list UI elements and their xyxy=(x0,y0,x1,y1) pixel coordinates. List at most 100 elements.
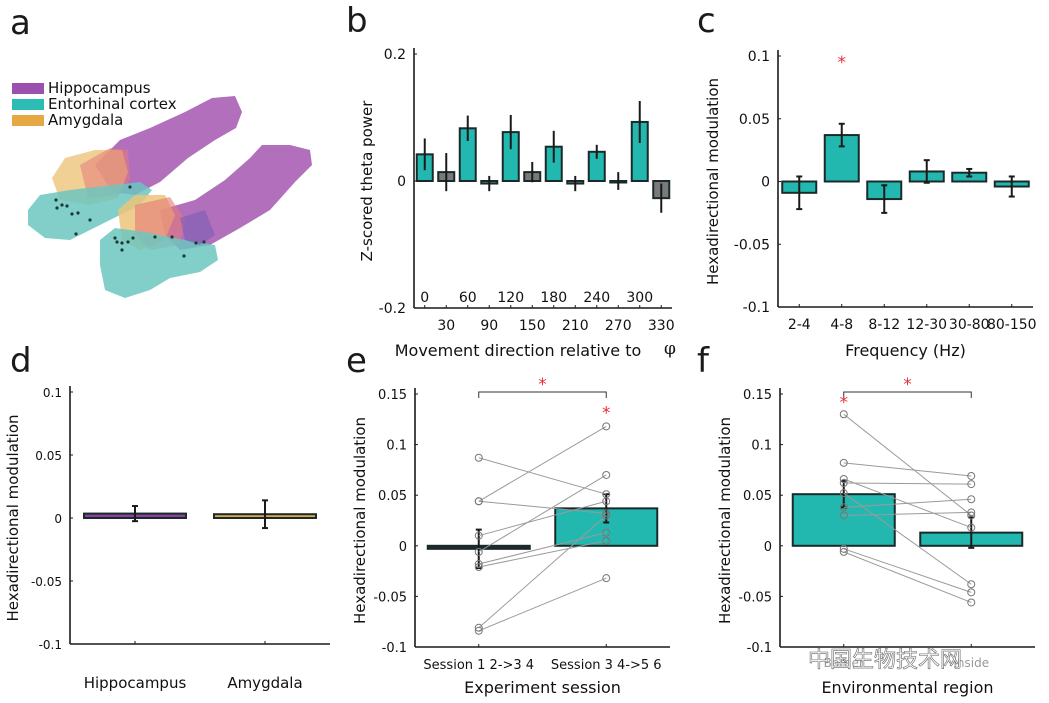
data-point xyxy=(474,560,483,569)
significance-bracket xyxy=(843,391,972,398)
panel-label-d: d xyxy=(10,341,32,381)
x-axis-label: Environmental region xyxy=(821,678,993,697)
x-tick-label: 120 xyxy=(497,290,524,306)
y-axis-label: Hexadirectional modulation xyxy=(704,78,722,285)
paired-line xyxy=(843,462,972,477)
x-tick-label: 30-80 xyxy=(949,317,990,333)
significance-bracket xyxy=(478,391,607,398)
data-point xyxy=(839,503,848,512)
data-point xyxy=(474,453,483,462)
legend-item-hippocampus: Hippocampus xyxy=(12,80,177,96)
data-point xyxy=(967,471,976,480)
x-tick-label: Amygdala xyxy=(227,674,302,692)
data-point xyxy=(839,475,848,484)
paired-line xyxy=(478,577,607,632)
x-tick-label: 90 xyxy=(480,318,498,334)
y-tick-label: 0.15 xyxy=(378,388,407,403)
significance-star: * xyxy=(838,53,847,73)
y-tick-label: 0.15 xyxy=(743,388,772,403)
legend-swatch-hippocampus xyxy=(12,82,44,94)
y-tick-label: -0.05 xyxy=(373,590,407,605)
panel-label-f: f xyxy=(697,341,709,381)
y-tick-label: 0.1 xyxy=(386,439,407,454)
data-point xyxy=(602,470,611,479)
paired-line xyxy=(478,474,607,553)
x-axis-label: Experiment session xyxy=(464,678,621,697)
y-tick-label: 0 xyxy=(399,540,407,555)
panel-label-e: e xyxy=(346,341,367,381)
paired-line xyxy=(843,498,972,508)
paired-line xyxy=(478,425,607,502)
data-point xyxy=(602,528,611,537)
paired-line xyxy=(843,482,972,485)
significance-star: * xyxy=(840,393,849,413)
y-tick-label: 0.1 xyxy=(748,49,770,65)
x-axis-label: Movement direction relative to xyxy=(395,341,642,360)
data-point xyxy=(967,508,976,517)
paired-line xyxy=(478,532,607,565)
data-point xyxy=(602,509,611,518)
x-tick-label: 12-30 xyxy=(906,317,947,333)
y-tick-label: 0.1 xyxy=(43,386,62,400)
phi-symbol: φ xyxy=(664,339,676,359)
x-tick-label: 330 xyxy=(648,318,675,334)
x-tick-label: Session 3 4->5 6 xyxy=(551,658,662,673)
data-point xyxy=(474,563,483,572)
data-point xyxy=(839,479,848,488)
y-axis-label: Hexadirectional modulation xyxy=(716,417,734,624)
x-tick-label: 270 xyxy=(605,318,632,334)
x-tick-label: 30 xyxy=(437,318,455,334)
x-tick-label: 300 xyxy=(626,290,653,306)
legend-label: Entorhinal cortex xyxy=(48,95,177,113)
x-tick-label: Session 1 2->3 4 xyxy=(423,658,534,673)
y-axis-label: Hexadirectional modulation xyxy=(4,414,22,621)
data-point xyxy=(474,547,483,556)
y-tick-label: 0 xyxy=(764,540,772,555)
y-tick-label: -0.05 xyxy=(31,575,62,589)
significance-star: * xyxy=(602,403,611,423)
x-tick-label: 180 xyxy=(540,290,567,306)
y-tick-label: -0.1 xyxy=(382,641,407,656)
y-tick-label: 0 xyxy=(761,175,770,191)
data-point xyxy=(967,580,976,589)
paired-line xyxy=(843,551,972,603)
paired-line xyxy=(843,492,972,585)
data-point xyxy=(839,458,848,467)
data-point xyxy=(967,523,976,532)
y-tick-label: 0.1 xyxy=(751,439,772,454)
x-tick-label: 2-4 xyxy=(788,317,811,333)
data-point xyxy=(839,547,848,556)
purple-overlap-right xyxy=(180,210,215,245)
data-point xyxy=(967,598,976,607)
y-tick-label: -0.1 xyxy=(747,641,772,656)
x-tick-label: 210 xyxy=(562,318,589,334)
legend-item-amygdala: Amygdala xyxy=(12,112,177,128)
paired-line xyxy=(843,511,972,516)
x-tick-label: 80-150 xyxy=(987,317,1037,333)
data-point xyxy=(474,623,483,632)
data-point xyxy=(474,531,483,540)
data-point xyxy=(967,480,976,489)
brain-illustration xyxy=(28,96,312,298)
y-tick-label: -0.05 xyxy=(738,590,772,605)
significance-star: * xyxy=(903,375,912,395)
panel-label-c: c xyxy=(697,1,716,41)
data-point xyxy=(839,489,848,498)
paired-line xyxy=(843,413,972,516)
data-point xyxy=(967,511,976,520)
y-tick-label: 0.2 xyxy=(384,47,406,63)
y-axis-label: Z-scored theta power xyxy=(358,100,376,262)
paired-line xyxy=(843,548,972,593)
data-point xyxy=(839,410,848,419)
data-point xyxy=(602,574,611,583)
y-tick-label: -0.2 xyxy=(379,301,406,317)
hippocampus-region-left xyxy=(95,96,242,195)
watermark-text: 中国生物技术网 xyxy=(808,648,963,674)
y-tick-label: -0.1 xyxy=(743,300,770,316)
bar-border xyxy=(791,493,896,547)
y-tick-label: 0.05 xyxy=(35,449,62,463)
paired-line xyxy=(478,500,607,537)
x-axis-label: Frequency (Hz) xyxy=(845,341,966,360)
